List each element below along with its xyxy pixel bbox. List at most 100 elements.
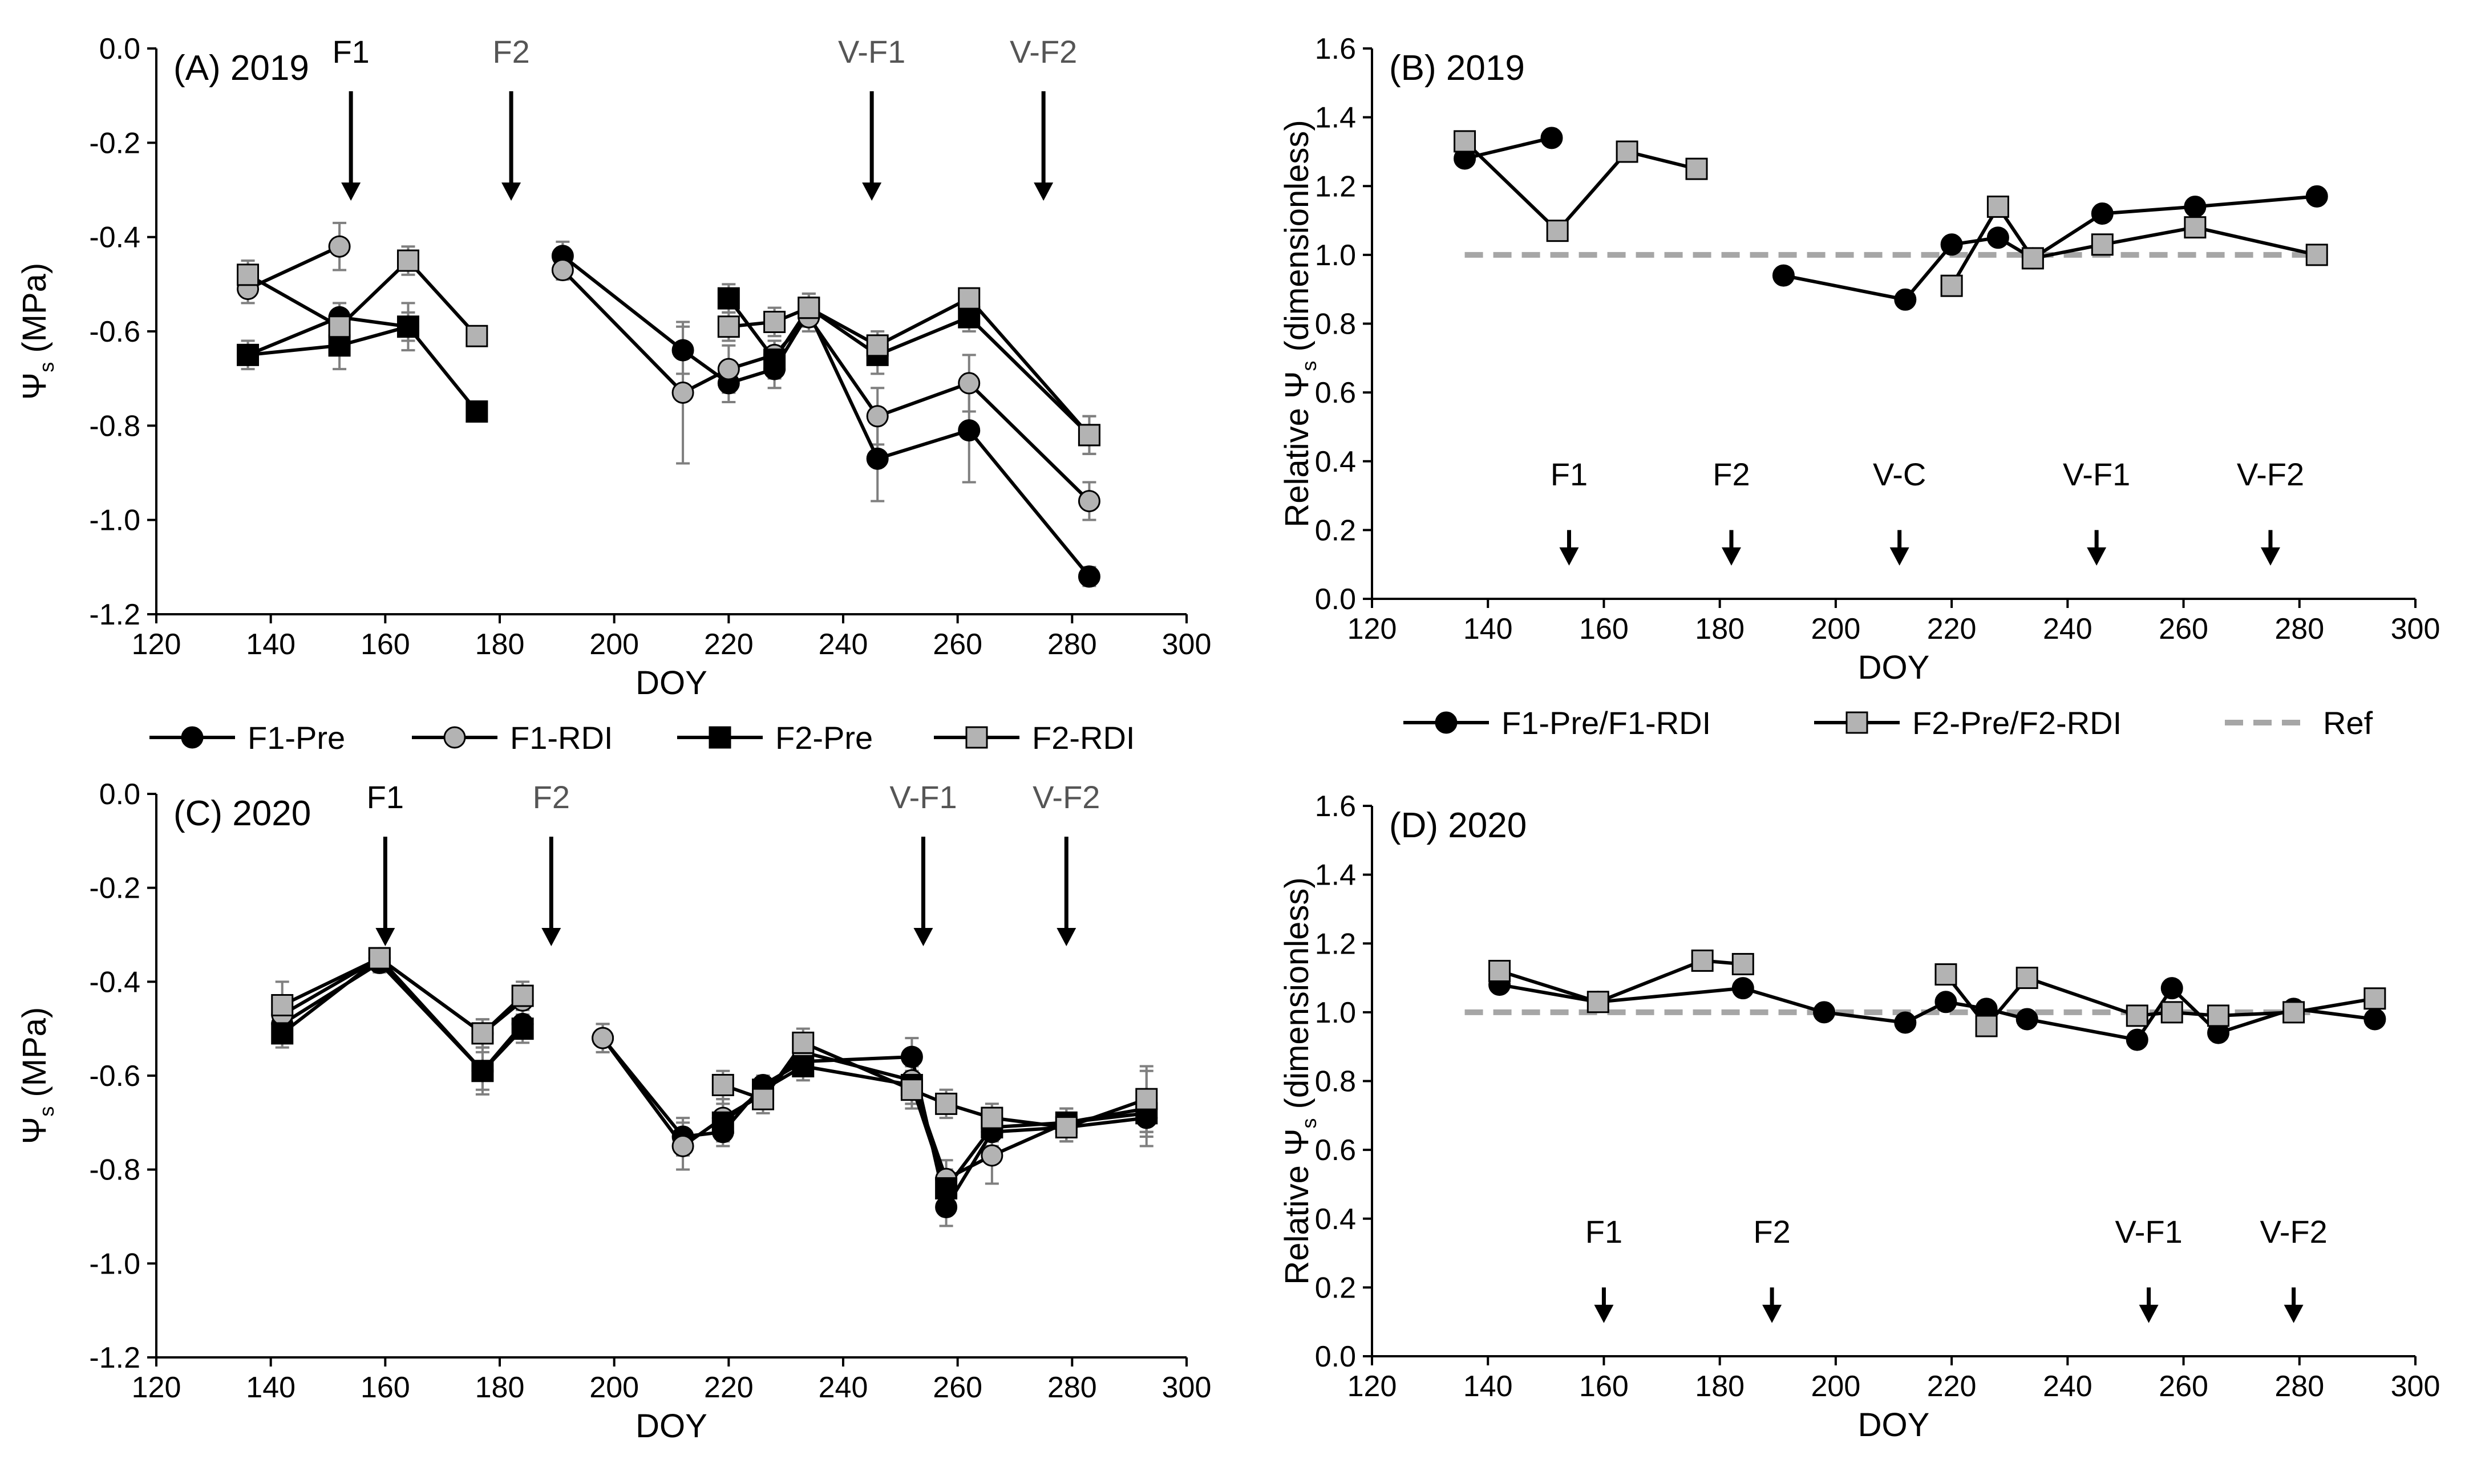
data-point-f2-pre-f2-rdi xyxy=(1691,949,1714,972)
x-tick-label: 140 xyxy=(1463,1370,1513,1403)
event-arrow-head xyxy=(1034,183,1054,201)
y-tick-label: 0.6 xyxy=(1315,376,1356,409)
event-label: V-F1 xyxy=(889,779,957,815)
x-tick-label: 140 xyxy=(246,628,296,661)
y-tick-label: 0.8 xyxy=(1315,308,1356,341)
data-point-f2-pre-f2-rdi xyxy=(1685,157,1708,180)
y-axis-label: Ψs (MPa) xyxy=(16,1007,58,1144)
data-point-f1-pre-f1-rdi xyxy=(2091,202,2114,225)
data-point-f2-rdi xyxy=(900,1078,923,1101)
legend-label: F2-Pre/F2-RDI xyxy=(1912,705,2122,741)
series-line-f1-pre xyxy=(247,315,408,357)
data-point-f1-pre-f1-rdi xyxy=(1731,977,1754,1000)
x-axis-label: DOY xyxy=(636,664,707,702)
data-point-f1-rdi xyxy=(671,1135,694,1157)
data-point-f1-pre-f1-rdi xyxy=(1894,288,1917,311)
data-point-f2-pre xyxy=(396,315,419,338)
data-point-f2-rdi xyxy=(717,315,740,338)
y-axis-label-unit: (MPa) xyxy=(16,1007,53,1106)
data-point-f1-pre xyxy=(866,447,889,470)
x-tick-label: 280 xyxy=(1047,1371,1097,1404)
panel-B: 0.0 0.2 0.4 0.6 0.8 1.0 1.2 1.4 1.6 120 140 160 180 2… xyxy=(1278,33,2440,686)
event-arrow-head xyxy=(1057,928,1076,946)
data-point-f1-pre-f1-rdi xyxy=(2305,185,2328,208)
y-tick-label: -0.6 xyxy=(89,1060,140,1093)
x-tick-label: 240 xyxy=(2043,613,2093,646)
x-tick-label: 220 xyxy=(1927,1370,1977,1403)
y-tick-label: 1.2 xyxy=(1315,170,1356,203)
data-point-f1-pre-f1-rdi xyxy=(2184,195,2207,218)
event-label: V-F1 xyxy=(838,34,905,70)
x-tick-label: 140 xyxy=(1463,613,1513,646)
legend-marker xyxy=(965,726,988,749)
panel-title: (B) 2019 xyxy=(1389,48,1525,88)
series-line-f2-rdi xyxy=(722,1041,1147,1129)
data-point-f1-pre xyxy=(900,1045,923,1068)
data-point-f2-rdi xyxy=(798,297,820,319)
x-tick-label: 160 xyxy=(1579,1370,1629,1403)
x-axis-label: DOY xyxy=(1858,649,1930,686)
event-arrow-head xyxy=(913,928,933,946)
data-point-f1-pre-f1-rdi xyxy=(2015,1008,2038,1031)
data-point-f2-pre xyxy=(466,400,488,423)
legend-legend_right: F1-Pre/F1-RDI F2-Pre/F2-RDI Ref xyxy=(1403,705,2373,741)
y-tick-label: 1.6 xyxy=(1315,790,1356,823)
data-point-f2-rdi xyxy=(271,994,294,1016)
x-tick-label: 200 xyxy=(1811,613,1861,646)
legend-marker xyxy=(1435,711,1458,734)
data-point-f2-rdi xyxy=(466,325,488,347)
legend-marker xyxy=(1845,711,1868,734)
y-tick-label: -0.8 xyxy=(89,1154,140,1187)
data-point-f2-rdi xyxy=(396,249,419,272)
series-line-f2-pre xyxy=(248,325,479,413)
data-point-f2-pre-f2-rdi xyxy=(2305,244,2328,266)
data-point-f2-pre-f2-rdi xyxy=(2091,233,2114,256)
event-arrow-head xyxy=(541,928,561,946)
x-tick-label: 200 xyxy=(589,628,639,661)
data-point-f1-rdi xyxy=(717,358,740,380)
x-tick-label: 260 xyxy=(933,628,982,661)
x-tick-label: 240 xyxy=(2043,1370,2093,1403)
y-axis-label-main: Ψ xyxy=(16,1117,53,1144)
event-label: V-F2 xyxy=(2260,1214,2327,1250)
series-line-f2-rdi xyxy=(247,259,479,338)
data-point-f2-pre-f2-rdi xyxy=(2126,1004,2148,1027)
x-tick-label: 180 xyxy=(475,1371,525,1404)
event-arrow-head xyxy=(862,183,882,201)
x-tick-label: 240 xyxy=(819,628,868,661)
data-point-f1-pre-f1-rdi xyxy=(1940,233,1963,256)
panel-D: 0.0 0.2 0.4 0.6 0.8 1.0 1.2 1.4 1.6 120 140 160 180 2… xyxy=(1278,790,2440,1444)
y-tick-label: 1.6 xyxy=(1315,33,1356,66)
data-point-f2-pre xyxy=(271,1022,294,1045)
legend-label: F1-Pre/F1-RDI xyxy=(1501,705,1711,741)
x-tick-label: 120 xyxy=(132,628,181,661)
data-point-f2-pre-f2-rdi xyxy=(1546,220,1569,242)
data-point-f1-pre-f1-rdi xyxy=(2126,1028,2148,1051)
legend-label: F1-RDI xyxy=(510,720,613,756)
y-tick-label: 1.4 xyxy=(1315,102,1356,135)
y-axis-label-main: Relative Ψ xyxy=(1278,371,1316,528)
y-tick-label: 0.2 xyxy=(1315,514,1356,547)
y-axis-label-unit: (dimensionless) xyxy=(1278,120,1316,360)
data-point-f2-rdi xyxy=(1055,1116,1078,1139)
y-tick-label: 1.0 xyxy=(1315,239,1356,272)
data-point-f1-pre-f1-rdi xyxy=(1986,226,2009,249)
data-point-f2-pre xyxy=(935,1177,958,1200)
legend-marker xyxy=(709,726,731,749)
y-tick-label: 0.8 xyxy=(1315,1065,1356,1098)
data-point-f2-pre-f2-rdi xyxy=(1616,140,1638,163)
x-tick-label: 300 xyxy=(1162,1371,1212,1404)
data-point-f2-rdi xyxy=(328,315,351,338)
data-point-f1-rdi xyxy=(958,372,981,395)
x-tick-label: 300 xyxy=(2391,1370,2440,1403)
data-point-f2-pre xyxy=(511,1017,534,1040)
event-label: V-F2 xyxy=(2237,456,2304,492)
data-point-f2-rdi xyxy=(368,947,391,970)
x-tick-label: 260 xyxy=(933,1371,982,1404)
event-label: V-C xyxy=(1873,456,1926,492)
y-tick-label: 1.0 xyxy=(1315,996,1356,1029)
legend-label: F2-Pre xyxy=(775,720,873,756)
y-tick-label: -0.8 xyxy=(89,409,140,443)
data-point-f2-rdi xyxy=(958,287,981,310)
